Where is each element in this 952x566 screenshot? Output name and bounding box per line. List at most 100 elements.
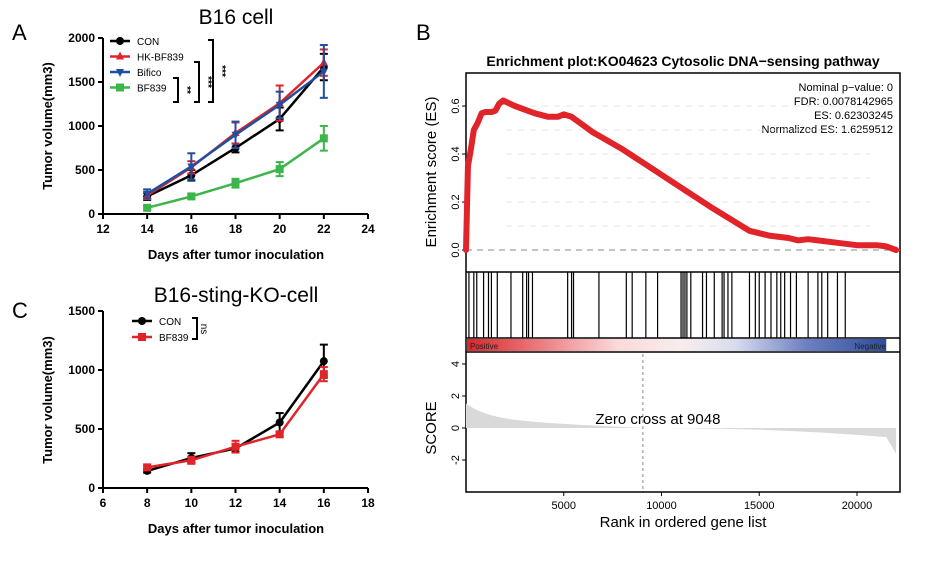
panel-b-score-ylabel: SCORE bbox=[423, 401, 440, 454]
score-y-tick-label: -2 bbox=[450, 455, 462, 465]
panel-b-gsea: Enrichment plot:KO04623 Cytosolic DNA−se… bbox=[423, 53, 901, 531]
score-area bbox=[466, 403, 897, 492]
significance-bracket bbox=[208, 39, 214, 103]
y-tick-label: 1000 bbox=[68, 119, 95, 133]
legend-label: BF839 bbox=[159, 333, 189, 344]
x-tick-label: 10 bbox=[185, 496, 199, 510]
legend-label: CON bbox=[137, 37, 159, 48]
legend-marker bbox=[138, 333, 146, 341]
y-tick-label: 1500 bbox=[68, 304, 95, 318]
panel-c-title: B16-sting-KO-cell bbox=[154, 284, 319, 307]
data-point bbox=[143, 463, 152, 472]
data-point bbox=[275, 101, 284, 110]
score-y-tick-label: 2 bbox=[450, 393, 462, 399]
data-point bbox=[187, 456, 196, 465]
legend-marker bbox=[138, 317, 146, 325]
panel-b-title: Enrichment plot:KO04623 Cytosolic DNA−se… bbox=[486, 53, 879, 69]
x-tick-label: 12 bbox=[229, 496, 243, 510]
x-tick-label: 22 bbox=[317, 222, 331, 236]
stat-nominal-p: Nominal p−value: 0 bbox=[799, 82, 893, 94]
panel-a-xlabel: Days after tumor inoculation bbox=[148, 247, 324, 262]
legend-marker bbox=[116, 37, 124, 45]
series-line-con bbox=[146, 360, 325, 473]
data-point bbox=[275, 430, 284, 439]
data-point bbox=[231, 179, 240, 188]
data-point bbox=[275, 418, 284, 427]
panel-b-xlabel: Rank in ordered gene list bbox=[600, 514, 768, 531]
data-point bbox=[319, 370, 328, 379]
score-y-tick-label: 0 bbox=[450, 425, 462, 431]
x-tick-label: 14 bbox=[273, 496, 287, 510]
data-point bbox=[187, 163, 196, 172]
negative-label: Negative bbox=[854, 342, 886, 351]
stat-fdr: FDR: 0.0078142965 bbox=[794, 96, 893, 108]
y-tick-label: 0 bbox=[88, 481, 95, 495]
x-tick-label: 14 bbox=[140, 222, 154, 236]
significance-label: *** bbox=[216, 65, 227, 77]
x-tick-label: 16 bbox=[185, 222, 199, 236]
y-tick-label: 0.2 bbox=[450, 194, 462, 209]
x-tick-label: 18 bbox=[229, 222, 243, 236]
panel-c-chart: B16-sting-KO-cell Days after tumor inocu… bbox=[40, 284, 375, 536]
panel-c-ylabel: Tumor volume(mm3) bbox=[40, 336, 55, 464]
data-point bbox=[275, 165, 284, 174]
panel-letter-b: B bbox=[416, 20, 431, 45]
data-point bbox=[319, 68, 328, 77]
score-y-tick-label: 4 bbox=[450, 361, 462, 367]
x-tick-label: 20000 bbox=[842, 500, 873, 512]
y-tick-label: 0 bbox=[88, 207, 95, 221]
legend-marker bbox=[116, 83, 124, 92]
x-tick-label: 6 bbox=[100, 496, 107, 510]
significance-bracket bbox=[173, 77, 179, 103]
ranking-color-bar bbox=[467, 339, 899, 351]
x-tick-label: 18 bbox=[361, 496, 375, 510]
x-tick-label: 24 bbox=[361, 222, 375, 236]
y-tick-label: 0.0 bbox=[450, 242, 462, 257]
data-point bbox=[143, 190, 152, 199]
panel-c-xlabel: Days after tumor inoculation bbox=[148, 521, 324, 536]
panel-letter-c: C bbox=[12, 298, 28, 323]
data-point bbox=[319, 357, 328, 366]
y-tick-label: 500 bbox=[75, 163, 95, 177]
data-point bbox=[187, 192, 196, 201]
data-point bbox=[231, 131, 240, 140]
x-tick-label: 10000 bbox=[646, 500, 677, 512]
x-tick-label: 20 bbox=[273, 222, 287, 236]
legend-marker bbox=[116, 69, 124, 77]
significance-label: ** bbox=[181, 86, 192, 94]
stat-es: ES: 0.62303245 bbox=[814, 110, 893, 122]
y-tick-label: 0.4 bbox=[450, 146, 462, 161]
legend-label: HK-BF839 bbox=[137, 53, 184, 64]
x-tick-label: 15000 bbox=[744, 500, 775, 512]
data-point bbox=[231, 442, 240, 451]
panel-a-chart: B16 cell Days after tumor inoculation Tu… bbox=[40, 6, 375, 262]
plot-frame bbox=[465, 72, 901, 493]
panel-a-ylabel: Tumor volume(mm3) bbox=[40, 62, 55, 190]
y-tick-label: 500 bbox=[75, 422, 95, 436]
zero-cross-label: Zero cross at 9048 bbox=[595, 411, 720, 428]
x-tick-label: 16 bbox=[317, 496, 331, 510]
y-tick-label: 2000 bbox=[68, 31, 95, 45]
x-tick-label: 5000 bbox=[552, 500, 576, 512]
y-tick-label: 1500 bbox=[68, 75, 95, 89]
panel-letter-a: A bbox=[12, 20, 27, 45]
y-tick-label: 0.6 bbox=[450, 98, 462, 113]
panel-a-title: B16 cell bbox=[199, 6, 274, 29]
positive-label: Positive bbox=[470, 342, 499, 351]
x-tick-label: 12 bbox=[96, 222, 110, 236]
significance-label: ns bbox=[198, 324, 209, 335]
data-point bbox=[319, 134, 328, 143]
x-tick-label: 8 bbox=[144, 496, 151, 510]
legend-label: Bifico bbox=[137, 68, 162, 79]
y-tick-label: 1000 bbox=[68, 363, 95, 377]
panel-b-es-ylabel: Enrichment score (ES) bbox=[423, 97, 440, 248]
significance-bracket bbox=[194, 61, 200, 103]
significance-label: *** bbox=[202, 76, 213, 88]
legend-label: BF839 bbox=[137, 84, 167, 95]
stat-nes: Normalized ES: 1.6259512 bbox=[762, 124, 893, 136]
significance-bracket bbox=[192, 317, 198, 340]
legend-label: CON bbox=[159, 317, 181, 328]
data-point bbox=[143, 203, 152, 212]
es-curve bbox=[463, 97, 900, 253]
